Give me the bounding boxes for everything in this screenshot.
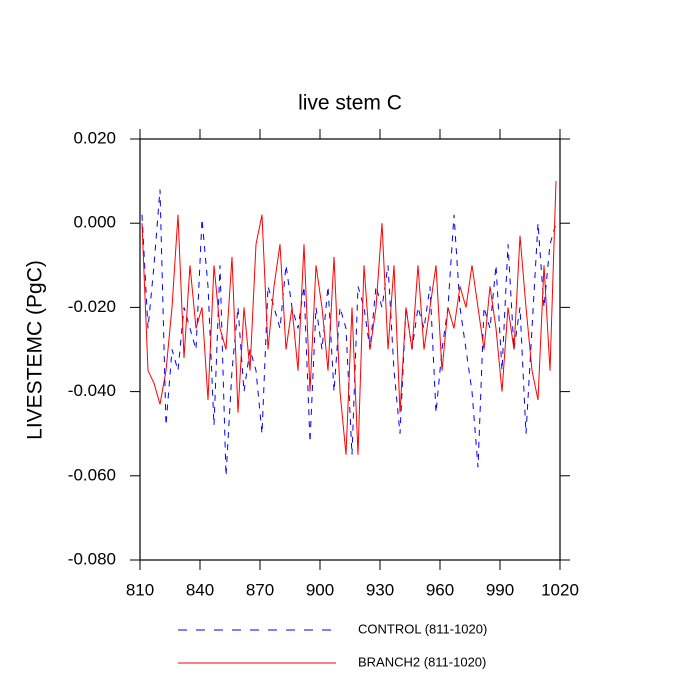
legend-label: BRANCH2 (811-1020) <box>358 654 486 669</box>
y-tick-label: -0.060 <box>68 465 116 484</box>
x-tick-label: 900 <box>306 580 334 599</box>
chart-title: live stem C <box>298 92 402 115</box>
y-tick-label: -0.040 <box>68 381 116 400</box>
data-line <box>141 181 557 455</box>
x-tick-label: 810 <box>126 580 154 599</box>
y-tick-label: -0.020 <box>68 297 116 316</box>
y-tick-label: -0.080 <box>68 549 116 568</box>
y-axis-label: LIVESTEMC (PgC) <box>24 260 47 440</box>
y-tick-label: 0.000 <box>73 213 116 232</box>
legend-label: CONTROL (811-1020) <box>358 621 487 636</box>
plot-frame <box>139 138 561 561</box>
x-tick-label: 990 <box>486 580 514 599</box>
x-tick-label: 840 <box>186 580 214 599</box>
x-tick-label: 870 <box>246 580 274 599</box>
x-tick-label: 1020 <box>541 580 579 599</box>
x-tick-label: 930 <box>366 580 394 599</box>
data-line <box>141 189 557 476</box>
y-tick-label: 0.020 <box>73 128 116 147</box>
x-tick-label: 960 <box>426 580 454 599</box>
